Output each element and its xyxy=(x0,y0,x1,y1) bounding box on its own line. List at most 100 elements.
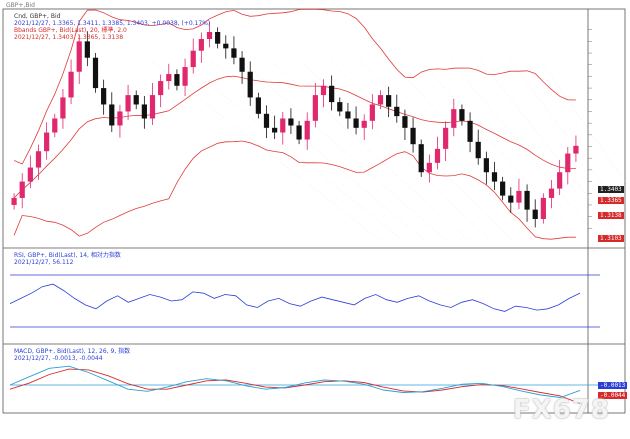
bband-upper xyxy=(13,8,576,165)
candle-body xyxy=(418,144,424,173)
candle-body xyxy=(475,141,481,159)
candle-body xyxy=(149,95,156,119)
grid-diagonal-line xyxy=(419,59,579,241)
macd-signal-line xyxy=(9,368,581,404)
candle-body xyxy=(345,111,351,119)
candle-body xyxy=(361,120,367,128)
price-box-low: 1.3103 xyxy=(598,235,624,242)
watermark-logo: FX678 xyxy=(512,395,610,425)
candle-body xyxy=(11,197,17,205)
price-box-last: 1.3403 xyxy=(598,186,624,193)
candle-body xyxy=(44,132,50,152)
grid-diagonal-line xyxy=(269,59,469,241)
candle-body xyxy=(231,48,237,58)
candle-body xyxy=(500,181,506,196)
candle-body xyxy=(27,167,33,182)
candle-body xyxy=(288,118,294,126)
candle-body xyxy=(451,109,457,128)
main-panel-legend: Cnd, GBP+, Bid 2021/12/27, 1.3365, 1.341… xyxy=(14,13,210,41)
candle-body xyxy=(76,41,82,72)
main-legend-bbands: Bbands GBP+, Bid(Last), 20, 標準, 2.0 xyxy=(14,27,127,34)
grid-diagonal-line xyxy=(539,59,630,189)
candle-body xyxy=(565,153,571,173)
macd-series xyxy=(9,365,600,404)
candle-body xyxy=(329,85,335,103)
macd-panel-legend: MACD, GBP+, Bid(Last), 12, 26, 9, 指数 202… xyxy=(14,348,130,362)
candle-body xyxy=(459,109,465,121)
candle-body xyxy=(190,50,196,68)
candle-body xyxy=(410,127,416,145)
candle-body xyxy=(369,104,375,121)
candle-body xyxy=(109,104,115,126)
candle-body xyxy=(117,111,123,126)
grid-diagonal-line xyxy=(239,59,447,241)
candle-body xyxy=(263,113,270,128)
candle-body xyxy=(166,74,172,82)
candle-body xyxy=(215,32,221,44)
rsi-legend-value: 2021/12/27, 56.112 xyxy=(14,259,74,266)
candle-body xyxy=(557,172,563,189)
macd-box-signal: -0.0044 xyxy=(598,392,628,399)
candle-body xyxy=(68,71,74,98)
candle-body xyxy=(394,106,400,117)
macd-line xyxy=(9,365,581,398)
candle-body xyxy=(125,95,131,112)
grid-diagonal-line xyxy=(479,59,623,241)
bband-lower xyxy=(13,140,576,240)
main-legend-bbands-values: 2021/12/27, 1.3403, 1.3365, 1.3138 xyxy=(14,34,124,41)
candle-body xyxy=(443,127,449,149)
grid-layer xyxy=(149,59,630,241)
candle-body xyxy=(101,88,107,105)
grid-diagonal-line xyxy=(449,59,601,241)
main-legend-ohlc: 2021/12/27, 1.3365, 1.3411, 1.3385, 1.34… xyxy=(14,20,211,27)
rsi-line xyxy=(9,283,581,312)
price-box-band-low: 1.3138 xyxy=(598,212,624,219)
candle-body xyxy=(377,95,384,105)
candle-body xyxy=(92,57,99,89)
candle-body xyxy=(84,41,90,58)
candle-body xyxy=(548,188,555,198)
candle-body xyxy=(312,95,318,121)
candle-body xyxy=(532,209,538,219)
candle-body xyxy=(467,120,473,142)
rsi-legend-title: RSI, GBP+, Bid(Last), 14, 相対力指数 xyxy=(14,252,121,259)
price-axis-ticks xyxy=(588,29,592,229)
candle-body xyxy=(483,158,489,173)
candle-body xyxy=(133,95,139,105)
candle-body xyxy=(255,97,261,114)
candle-body xyxy=(182,67,188,86)
candle-body xyxy=(247,71,253,98)
candle-body xyxy=(296,125,302,140)
candle-body xyxy=(19,181,25,198)
grid-diagonal-line xyxy=(149,59,381,241)
candle-body xyxy=(280,118,286,133)
candle-body xyxy=(174,74,180,86)
candle-body xyxy=(239,57,245,72)
candle-body xyxy=(573,145,579,154)
candle-body xyxy=(52,118,58,133)
rsi-panel-legend: RSI, GBP+, Bid(Last), 14, 相対力指数 2021/12/… xyxy=(14,252,121,266)
candle-body xyxy=(304,120,310,140)
outer-border xyxy=(2,8,626,414)
candle-body xyxy=(386,95,392,107)
candle-body xyxy=(158,81,164,96)
macd-legend-value: 2021/12/27, -0.0013, -0.0044 xyxy=(14,355,103,362)
candle-body xyxy=(426,162,432,173)
candle-body xyxy=(516,190,522,203)
candle-body xyxy=(198,39,204,51)
candle-body xyxy=(402,116,408,128)
candle-body xyxy=(60,97,66,119)
macd-legend-title: MACD, GBP+, Bid(Last), 12, 26, 9, 指数 xyxy=(14,348,131,355)
candle-body xyxy=(272,127,278,133)
bband-middle xyxy=(13,75,576,199)
candle-body xyxy=(508,195,514,203)
bollinger-bands xyxy=(13,8,576,240)
candle-body xyxy=(524,190,530,210)
candle-body xyxy=(35,151,42,168)
candle-body xyxy=(206,32,213,40)
macd-box-macd: -0.0013 xyxy=(598,382,628,389)
candle-body xyxy=(540,197,546,219)
chart-toolbar-text: GBP+,Bid xyxy=(6,2,35,9)
